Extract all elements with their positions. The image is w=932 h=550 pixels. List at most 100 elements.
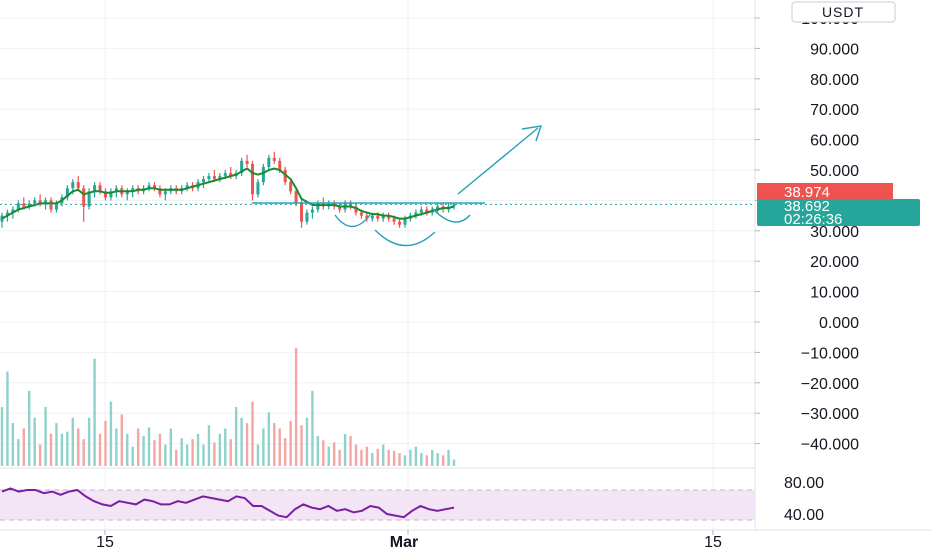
volume-bar (403, 455, 407, 466)
volume-bar (98, 433, 102, 466)
volume-bar (175, 449, 178, 466)
volume-bar (371, 453, 374, 466)
right-shoulder-arc[interactable] (431, 207, 471, 223)
volume-bar (185, 444, 189, 466)
price-axis[interactable]: 100.00090.00080.00070.00060.00050.00040.… (755, 11, 859, 454)
volume-bar (147, 427, 151, 466)
volume-bar (327, 446, 330, 466)
volume-bar (120, 414, 124, 466)
candle-body (392, 218, 396, 222)
volume-bar (136, 428, 140, 466)
candle-body (300, 203, 304, 222)
candle-body (71, 182, 75, 189)
volume-bar (392, 450, 396, 466)
volume-bar (436, 453, 439, 466)
candle-body (33, 200, 37, 204)
candle-body (11, 209, 15, 213)
volume-bar (33, 417, 36, 466)
left-shoulder-arc[interactable] (334, 214, 371, 228)
grid (0, 0, 755, 530)
candle-body (207, 176, 211, 180)
currency-box[interactable]: USDT (791, 1, 896, 23)
candle-body (152, 185, 156, 189)
candle-body (76, 182, 80, 189)
volume-bar (28, 390, 31, 466)
volume-bar (229, 439, 232, 466)
candle-body (201, 179, 205, 183)
candle-body (38, 200, 42, 204)
volume-bar (104, 420, 107, 466)
volume-bar (300, 425, 303, 466)
price-tick-label: 0.000 (819, 315, 859, 332)
volume-bar (251, 401, 254, 466)
candle-body (338, 206, 342, 210)
candle-body (54, 203, 58, 210)
candle-body (109, 191, 113, 198)
candle-body (49, 200, 53, 210)
volume-bar (267, 412, 271, 466)
volume-bar (126, 433, 129, 466)
volume-bar (142, 435, 145, 466)
candle-body (294, 191, 298, 204)
candle-body (436, 206, 440, 210)
target-arrow-line[interactable] (457, 127, 539, 195)
volume-bar (338, 449, 341, 466)
volume-bar (305, 417, 309, 466)
volume-bar (316, 435, 320, 466)
volume-bar (273, 423, 276, 466)
candle-body (16, 203, 20, 210)
moving-average-line (1, 167, 455, 220)
candle-body (5, 212, 9, 216)
volume-bar (447, 449, 450, 466)
currency-label: USDT (822, 4, 864, 20)
volume-bar (387, 449, 390, 466)
candle-body (354, 206, 358, 213)
candle-body (376, 215, 380, 219)
volume-bar (0, 407, 4, 466)
candle-body (419, 209, 423, 213)
time-label-15b: 15 (704, 534, 722, 550)
price-tick-label: 20.000 (810, 254, 859, 271)
volume-bar (66, 431, 69, 466)
volume-bar (207, 425, 211, 466)
volume-bar (22, 428, 25, 466)
price-tick-label: 90.000 (810, 41, 859, 58)
volume-bar (44, 407, 47, 466)
volume-bar (278, 428, 281, 466)
rsi-tick: 40.00 (784, 507, 824, 524)
volume-bar (202, 444, 205, 466)
volume-bar (93, 358, 96, 466)
candle-body (283, 170, 287, 183)
volume-bar (77, 428, 80, 466)
candle-body (158, 188, 162, 195)
volume-bar (38, 444, 42, 466)
target-arrow-head[interactable] (521, 125, 543, 142)
volume-bar (311, 390, 314, 466)
volume-bar (17, 439, 20, 466)
volume-bar (256, 444, 260, 466)
volume-bar (414, 446, 418, 466)
volume-bar (11, 423, 15, 466)
price-tick-label: 10.000 (810, 285, 859, 302)
time-label-mar: Mar (390, 534, 418, 550)
volume-bar (409, 449, 412, 466)
rsi-tick: 80.00 (784, 475, 824, 492)
head-arc[interactable] (374, 229, 436, 247)
candle-body (223, 173, 227, 177)
candle-body (278, 160, 282, 170)
candle-body (212, 176, 216, 180)
drawings[interactable] (252, 125, 543, 247)
volume-bar (115, 428, 118, 466)
candle-body (316, 203, 320, 210)
price-tick-label: −30.000 (801, 406, 859, 423)
volume-bar (87, 417, 91, 466)
candle-body (125, 191, 129, 195)
volume-bar (218, 433, 222, 466)
volume-bar (131, 446, 134, 466)
rsi-pane (1, 487, 455, 519)
candle-body (370, 215, 374, 219)
price-tick-label: 50.000 (810, 163, 859, 180)
volume-bar (289, 420, 292, 466)
price-tick-label: 70.000 (810, 102, 859, 119)
